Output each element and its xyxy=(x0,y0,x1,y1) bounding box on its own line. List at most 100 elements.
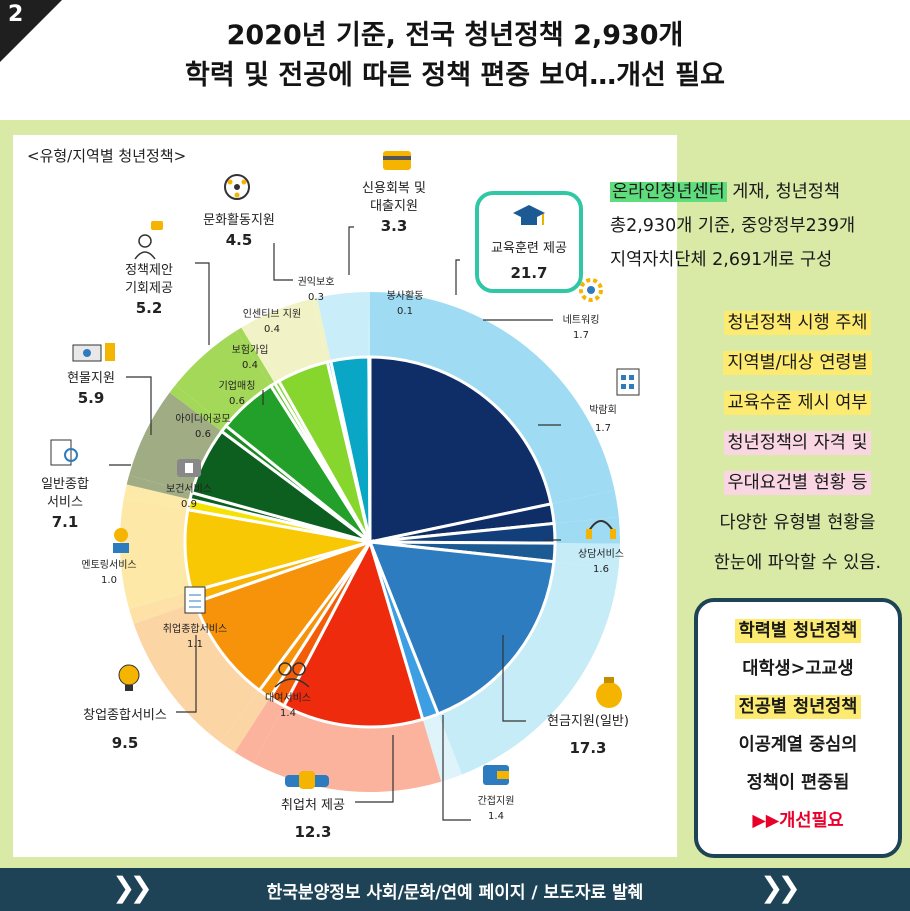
pie-slice-0 xyxy=(368,355,553,544)
label-job-name: 취업처 제공 xyxy=(281,798,345,813)
label-credit-name-1: 신용회복 및 xyxy=(362,181,426,196)
label-network-name: 네트워킹 xyxy=(563,313,600,326)
label-indirect-value: 1.4 xyxy=(488,811,504,822)
summary-line-4: 이공계열 중심의 xyxy=(738,735,858,755)
label-startup-value: 9.5 xyxy=(112,734,139,752)
chart-title: <유형/지역별 청년정책> xyxy=(27,147,186,165)
mentor-person-icon xyxy=(113,528,129,553)
summary-box: 학력별 청년정책 대학생>고교생 전공별 청년정책 이공계열 중심의 정책이 편… xyxy=(694,598,902,858)
info-line-1: 게재, 청년정책 xyxy=(726,182,840,202)
label-startup-name: 창업종합서비스 xyxy=(83,708,167,723)
people-icon xyxy=(274,662,310,688)
label-health-name: 보건서비스 xyxy=(166,483,212,495)
label-incentive-value: 0.4 xyxy=(264,324,280,335)
summary-line-3: 전공별 청년정책 xyxy=(734,695,862,719)
label-indirect-name: 간접지원 xyxy=(478,795,515,807)
label-volunteer-value: 0.1 xyxy=(397,306,413,317)
headline: 2020년 기준, 전국 청년정책 2,930개 학력 및 전공에 따른 정책 … xyxy=(0,0,910,118)
pie-slice-6 xyxy=(281,538,425,729)
label-idea-value: 0.6 xyxy=(195,429,211,440)
gear-icon xyxy=(579,278,603,302)
label-rental-value: 1.4 xyxy=(280,708,296,719)
label-cash-name: 현금지원(일반) xyxy=(547,714,629,729)
label-fair-name: 박람회 xyxy=(589,403,617,416)
label-edu-name: 교육훈련 제공 xyxy=(491,241,567,256)
label-jobsvc-name: 취업종합서비스 xyxy=(163,622,227,635)
label-matching-value: 0.6 xyxy=(229,396,245,407)
medical-bag-icon xyxy=(177,459,201,477)
wallet-icon xyxy=(483,765,509,785)
chevron-right-icon-2: ❯❯ xyxy=(760,871,801,904)
label-incentive-name: 인센티브 지원 xyxy=(243,308,301,320)
feature-item-4: 청년정책의 자격 및 xyxy=(723,431,872,455)
label-rental-name: 대여서비스 xyxy=(265,692,311,704)
feature-item-2: 지역별/대상 연령별 xyxy=(723,351,872,375)
pie-slice-22 xyxy=(367,355,372,543)
feature-item-7: 한눈에 파악할 수 있음. xyxy=(713,553,882,573)
label-job-value: 12.3 xyxy=(294,823,331,841)
footer-text: 한국분양정보 사회/문화/연예 페이지 / 보도자료 발췌 xyxy=(266,883,644,903)
credit-card-icon xyxy=(383,151,411,170)
label-edu-value: 21.7 xyxy=(510,264,547,282)
money-icon xyxy=(72,343,115,362)
label-counsel-value: 1.6 xyxy=(593,564,609,575)
label-credit-name-2: 대출지원 xyxy=(370,199,418,214)
feature-item-6: 다양한 유형별 현황을 xyxy=(719,513,876,533)
label-counsel-name: 상담서비스 xyxy=(578,548,624,560)
label-rights-name: 권익보호 xyxy=(298,276,335,288)
info-line-3: 지역자치단체 2,691개로 구성 xyxy=(610,250,833,270)
label-cash-value: 17.3 xyxy=(569,739,606,757)
label-jobsvc-value: 1.1 xyxy=(187,639,203,650)
leader-lines xyxy=(109,226,561,821)
feature-item-3: 교육수준 제시 여부 xyxy=(723,391,872,415)
money-bag-icon xyxy=(596,677,622,708)
corner-badge xyxy=(0,0,62,62)
footer-bar: ❯❯ 한국분양정보 사회/문화/연예 페이지 / 보도자료 발췌 ❯❯ xyxy=(0,868,910,911)
summary-line-1: 학력별 청년정책 xyxy=(734,619,862,643)
label-goods-name: 현물지원 xyxy=(67,371,115,386)
highlight-box xyxy=(475,191,583,293)
clipboard-icon xyxy=(184,586,206,614)
inner-pie xyxy=(183,355,557,729)
film-reel-icon xyxy=(224,174,250,200)
label-insure-value: 0.4 xyxy=(242,360,258,371)
label-culture-name: 문화활동지원 xyxy=(203,213,275,228)
label-matching-name: 기업매칭 xyxy=(219,379,256,392)
handshake-icon xyxy=(285,771,329,789)
label-mentor-value: 1.0 xyxy=(101,575,117,586)
label-policy-name-1: 정책제안 xyxy=(125,263,173,278)
label-rights-value: 0.3 xyxy=(308,292,324,303)
graduation-cap-icon xyxy=(513,205,545,225)
info-text: 온라인청년센터 게재, 청년정책 총2,930개 기준, 중앙정부239개 지역… xyxy=(610,175,910,277)
lightbulb-icon xyxy=(118,664,140,691)
label-general-value: 7.1 xyxy=(52,513,79,531)
label-credit-value: 3.3 xyxy=(381,217,408,235)
label-policy-name-2: 기회제공 xyxy=(125,281,173,296)
search-document-icon xyxy=(50,439,78,466)
label-idea-name: 아이디어공모 xyxy=(175,413,230,425)
pie-chart: <유형/지역별 청년정책> 교육훈련 제공 21.7 신용회복 및 대출지원 xyxy=(27,147,640,841)
label-mentor-name: 멘토링서비스 xyxy=(81,559,136,571)
feature-item-1: 청년정책 시행 주체 xyxy=(723,311,872,335)
online-center-highlight: 온라인청년센터 xyxy=(610,182,727,202)
label-goods-value: 5.9 xyxy=(78,389,105,407)
building-icon xyxy=(616,368,640,396)
person-speech-icon xyxy=(134,221,163,260)
label-insure-name: 보험가입 xyxy=(232,343,269,356)
pie-slice-4 xyxy=(367,540,556,716)
headset-icon xyxy=(586,520,616,539)
chevron-right-icon: ❯❯ xyxy=(112,871,153,904)
headline-line-1: 2020년 기준, 전국 청년정책 2,930개 xyxy=(226,20,684,51)
info-line-2: 총2,930개 기준, 중앙정부239개 xyxy=(610,216,856,236)
label-network-value: 1.7 xyxy=(573,330,589,341)
label-volunteer-name: 봉사활동 xyxy=(387,289,424,302)
label-fair-value: 1.7 xyxy=(595,423,611,434)
label-health-value: 0.9 xyxy=(181,499,197,510)
label-policy-value: 5.2 xyxy=(136,299,163,317)
summary-line-6: ▶▶개선필요 xyxy=(752,811,844,831)
label-general-name-2: 서비스 xyxy=(47,495,83,510)
label-general-name-1: 일반종합 xyxy=(41,477,89,492)
feature-item-5: 우대요건별 현황 등 xyxy=(723,471,872,495)
label-culture-value: 4.5 xyxy=(226,231,253,249)
summary-line-5: 정책이 편중됨 xyxy=(746,773,850,793)
